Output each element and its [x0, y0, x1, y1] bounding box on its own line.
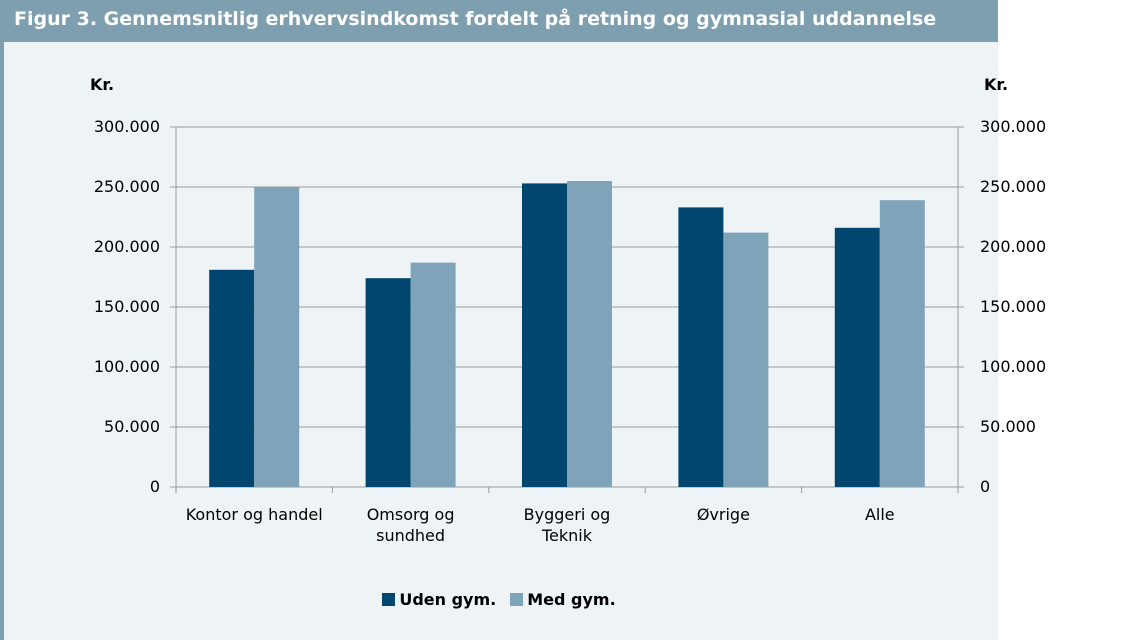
y2-tick-label: 250.000: [980, 177, 1047, 196]
bar: [567, 181, 612, 487]
x-tick-label: Kontor og handel: [185, 505, 323, 524]
legend-label: Uden gym.: [399, 590, 497, 609]
y-tick-label: 300.000: [93, 117, 160, 136]
y-tick-label: 0: [149, 477, 160, 496]
y2-tick-label: 50.000: [980, 417, 1036, 436]
legend: Uden gym. Med gym.: [0, 590, 998, 609]
x-tick-label: Byggeri og Teknik: [523, 505, 611, 545]
bar: [522, 183, 567, 487]
y-tick-label: 250.000: [93, 177, 160, 196]
bar: [678, 207, 724, 487]
legend-item: Uden gym.: [382, 590, 496, 609]
y2-tick-label: 0: [980, 477, 991, 496]
bar: [209, 269, 255, 487]
y2-tick-label: 100.000: [980, 357, 1047, 376]
x-tick-label: Omsorg og sundhed: [366, 505, 455, 545]
y2-axis-label: Kr.: [984, 75, 1009, 94]
legend-swatch: [382, 593, 396, 606]
bar: [254, 187, 300, 487]
bar: [365, 278, 411, 487]
x-tick-label: Øvrige: [696, 505, 750, 524]
legend-item: Med gym.: [510, 590, 616, 609]
panel: [0, 0, 998, 640]
y2-tick-label: 150.000: [980, 297, 1047, 316]
y-axis-label: Kr.: [90, 75, 115, 94]
bar: [723, 232, 769, 487]
chart-title: Figur 3. Gennemsnitlig erhvervsindkomst …: [14, 8, 937, 30]
y-tick-label: 100.000: [93, 357, 160, 376]
legend-label: Med gym.: [527, 590, 616, 609]
legend-swatch: [510, 593, 524, 606]
header-bar: [0, 0, 998, 42]
y-tick-label: 50.000: [104, 417, 160, 436]
x-tick-label: Alle: [864, 505, 895, 524]
bar: [410, 262, 456, 487]
bar: [879, 200, 925, 487]
y2-tick-label: 200.000: [980, 237, 1047, 256]
y2-tick-label: 300.000: [980, 117, 1047, 136]
y-tick-label: 200.000: [93, 237, 160, 256]
bar: [834, 227, 880, 488]
y-tick-label: 150.000: [93, 297, 160, 316]
